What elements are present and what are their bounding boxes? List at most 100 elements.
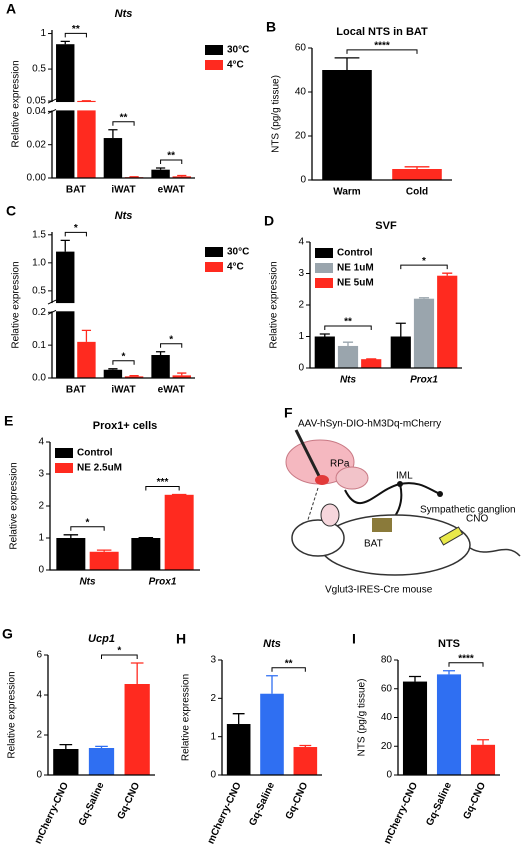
legend-swatch [315, 263, 333, 273]
legend-label: 30°C [227, 45, 249, 56]
error-bar [96, 549, 112, 552]
y-tick-label: 4 [36, 690, 42, 701]
sig-label: * [117, 646, 121, 657]
y-tick-label: 0 [300, 175, 306, 186]
label: CNO [466, 514, 488, 525]
y-tick-label: 0.1 [32, 340, 46, 351]
x-tick-label: Nts [79, 577, 96, 588]
panel-letter: F [284, 405, 293, 421]
error-bar [232, 713, 245, 725]
bar [390, 336, 411, 368]
y-tick-label: 0 [210, 770, 216, 781]
sig-bracket [145, 485, 180, 491]
label: RPa [330, 459, 350, 470]
y-tick-label: 3 [210, 655, 216, 666]
sig-label: * [422, 256, 426, 267]
error-bar [177, 174, 187, 177]
x-tick-label: mCherry-CNO [206, 781, 244, 846]
error-bar [108, 368, 118, 370]
x-tick-label: Prox1 [410, 375, 438, 386]
error-bar [81, 329, 92, 342]
y-tick-label: 1 [38, 533, 44, 544]
chart-panel: C Nts Relative expression 0.0 0.1 0.2 0.5 1.0 1.… [6, 203, 249, 396]
panel-letter: E [4, 413, 13, 429]
bar [470, 744, 496, 775]
error-bar [63, 534, 79, 538]
y-tick-label: 60 [295, 43, 307, 54]
sig-bracket [64, 32, 87, 38]
legend-label: NE 1uM [337, 263, 374, 274]
bar [293, 747, 318, 775]
bar [77, 341, 96, 378]
y-tick-label: 4 [298, 237, 304, 248]
error-bar [404, 166, 430, 169]
sig-bracket [324, 325, 372, 330]
y-tick-label: 40 [295, 87, 307, 98]
node [437, 491, 443, 497]
bar [53, 749, 79, 775]
y-tick-label: 0.05 [27, 96, 47, 107]
y-axis-label: NTS (pg/g tissue) [271, 75, 282, 153]
legend-swatch [205, 60, 223, 70]
bar [56, 538, 86, 570]
tail [469, 547, 521, 557]
bar [151, 355, 170, 378]
sig-label: **** [374, 41, 390, 52]
x-tick-label: iWAT [111, 185, 135, 196]
mouse-head [291, 519, 345, 557]
cerebellum [335, 466, 369, 490]
y-tick-label: 1 [210, 731, 216, 742]
bar [402, 681, 428, 775]
y-tick-label: 1 [40, 28, 46, 39]
legend-swatch [55, 463, 73, 473]
y-tick-label: 0.0 [32, 373, 46, 384]
y-tick-label: 0.00 [27, 173, 47, 184]
y-axis-label: Relative expression [11, 60, 22, 147]
legend-label: 4°C [227, 60, 244, 71]
legend-swatch [315, 278, 333, 288]
y-tick-label: 1.0 [32, 257, 46, 268]
sig-bracket [112, 360, 135, 365]
bar [164, 494, 194, 570]
sig-label: *** [157, 477, 169, 488]
bar [337, 345, 359, 368]
label: AAV-hSyn-DIO-hM3Dq-mCherry [298, 419, 441, 430]
label: Sympathetic ganglion [420, 505, 516, 516]
bar [89, 551, 119, 570]
x-tick-label: mCherry-CNO [382, 781, 420, 846]
error-bar [266, 675, 278, 694]
axis-break [48, 102, 195, 111]
x-tick-label: BAT [66, 185, 86, 196]
error-bar [59, 743, 73, 749]
x-tick-label: iWAT [111, 385, 135, 396]
error-bar [177, 372, 187, 376]
sig-label: ** [72, 24, 80, 35]
error-bar [408, 675, 422, 682]
bar [56, 44, 75, 178]
sig-bracket [160, 343, 183, 348]
bar [392, 169, 442, 180]
error-bar [155, 351, 166, 356]
error-bar [319, 333, 330, 337]
x-tick-label: BAT [66, 385, 86, 396]
sig-label: * [74, 223, 78, 234]
chart-panel: B Local NTS in BAT NTS (pg/g tissue) 0 20 40 6… [266, 19, 452, 198]
x-tick-label: Gq-Saline [247, 780, 277, 827]
y-tick-label: 1.5 [32, 229, 46, 240]
y-tick-label: 3 [38, 469, 44, 480]
x-tick-label: Nts [340, 375, 357, 386]
x-tick-label: eWAT [158, 185, 185, 196]
bar [172, 176, 191, 178]
error-bar [342, 341, 354, 346]
diagram-f: F AAV-hSyn-DIO-hM3Dq-mCherry RPa IML Sym… [284, 405, 521, 596]
y-tick-label: 2 [298, 300, 304, 311]
error-bar [476, 739, 490, 745]
sig-label: ** [120, 112, 128, 123]
legend-label: 4°C [227, 262, 244, 273]
y-axis-label: Relative expression [269, 261, 280, 348]
bar [103, 369, 123, 378]
x-tick-label: Prox1 [149, 577, 177, 588]
y-axis-label: Relative expression [7, 671, 18, 758]
sig-label: ** [285, 658, 293, 669]
